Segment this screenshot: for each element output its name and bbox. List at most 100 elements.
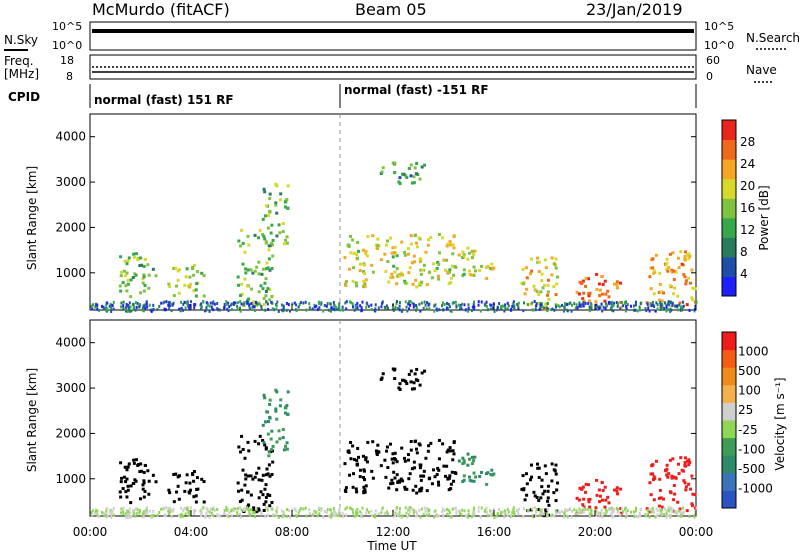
velocity-cell	[344, 486, 348, 490]
power-cell	[398, 304, 401, 308]
velocity-cell	[180, 512, 183, 516]
power-cell	[134, 308, 137, 312]
power-cell	[676, 294, 680, 298]
power-cell	[209, 301, 212, 305]
power-cell	[392, 308, 395, 312]
velocity-cell	[682, 510, 685, 514]
velocity-cell	[371, 476, 375, 480]
power-cell	[490, 262, 494, 266]
power-cell	[128, 308, 131, 312]
velocity-cell	[595, 509, 598, 513]
velocity-cell	[112, 513, 115, 517]
velocity-cell	[644, 513, 647, 517]
velocity-cell	[352, 472, 356, 476]
power-cell	[330, 306, 333, 310]
velocity-cell	[536, 462, 540, 466]
power-cell	[360, 309, 363, 313]
velocity-cell	[398, 514, 401, 518]
power-cell	[532, 284, 536, 288]
power-cell	[329, 309, 332, 313]
velocity-cell	[121, 487, 125, 491]
power-cell	[376, 244, 380, 248]
power-cell	[244, 271, 248, 275]
power-cell	[139, 291, 143, 295]
velocity-cell	[537, 508, 541, 512]
power-cell	[671, 301, 674, 305]
power-cell	[313, 303, 316, 307]
power-cell	[489, 307, 492, 311]
velocity-cell	[343, 462, 347, 466]
velocity-cell	[657, 496, 661, 500]
velocity-cell	[119, 461, 123, 465]
velocity-cell	[261, 439, 265, 443]
velocity-cell	[270, 429, 274, 433]
velocity-cell	[489, 509, 492, 513]
power-cell	[557, 304, 560, 308]
power-cell	[348, 267, 352, 271]
velocity-cell	[473, 455, 477, 459]
power-cell	[622, 304, 625, 308]
power-cell	[168, 285, 172, 289]
power-cell	[248, 305, 251, 309]
velocity-cell	[587, 500, 591, 504]
velocity-cell	[248, 511, 251, 515]
power-cell	[383, 252, 387, 256]
velocity-cell	[285, 507, 288, 511]
power-cell	[237, 239, 241, 243]
power-cell	[284, 238, 288, 242]
power-cell	[411, 282, 415, 286]
velocity-cell	[409, 440, 413, 444]
velocity-cell	[693, 493, 697, 497]
velocity-cell	[404, 506, 407, 510]
velocity-cell	[652, 498, 656, 502]
power-cell	[533, 300, 536, 304]
power-cell	[603, 279, 607, 283]
power-cell	[152, 303, 155, 307]
power-cell	[672, 292, 676, 296]
power-cell	[383, 305, 386, 309]
power-cell	[386, 260, 390, 264]
power-cell	[266, 226, 270, 230]
velocity-cell	[211, 507, 214, 511]
velocity-cell	[143, 463, 147, 467]
velocity-cell	[262, 393, 266, 397]
power-cell	[94, 305, 97, 309]
velocity-cell	[626, 509, 629, 513]
power-cell	[216, 307, 219, 311]
velocity-cell	[575, 496, 579, 500]
power-cell	[554, 266, 558, 270]
velocity-cell	[668, 490, 672, 494]
power-cell	[403, 253, 407, 257]
velocity-cell	[156, 513, 159, 517]
power-cell	[177, 268, 181, 272]
velocity-cell	[393, 476, 397, 480]
velocity-cell	[90, 511, 93, 515]
velocity-cell	[600, 498, 604, 502]
power-cell	[597, 282, 601, 286]
power-cell	[660, 299, 664, 303]
power-cell	[226, 307, 229, 311]
power-cell	[419, 309, 422, 313]
velocity-cell	[661, 508, 664, 512]
ytick-label: 2000	[55, 220, 86, 234]
velocity-cell	[141, 514, 144, 518]
power-cell	[590, 306, 593, 310]
velocity-cell	[418, 383, 422, 387]
power-cell	[555, 303, 559, 307]
power-cell	[179, 309, 182, 313]
velocity-cell	[403, 485, 407, 489]
velocity-cell	[142, 495, 146, 499]
velocity-cell	[112, 506, 115, 510]
velocity-cell	[334, 514, 337, 518]
power-cell	[576, 306, 579, 310]
power-cell	[659, 301, 662, 305]
velocity-cell	[123, 465, 127, 469]
velocity-cell	[672, 498, 676, 502]
velocity-cell	[265, 410, 269, 414]
power-cell	[356, 305, 359, 309]
colorbar-tick-label: 1000	[738, 345, 769, 359]
power-cell	[678, 301, 682, 305]
colorbar-tick-label: 16	[740, 201, 755, 215]
velocity-cell	[284, 444, 288, 448]
velocity-cell	[392, 470, 396, 474]
